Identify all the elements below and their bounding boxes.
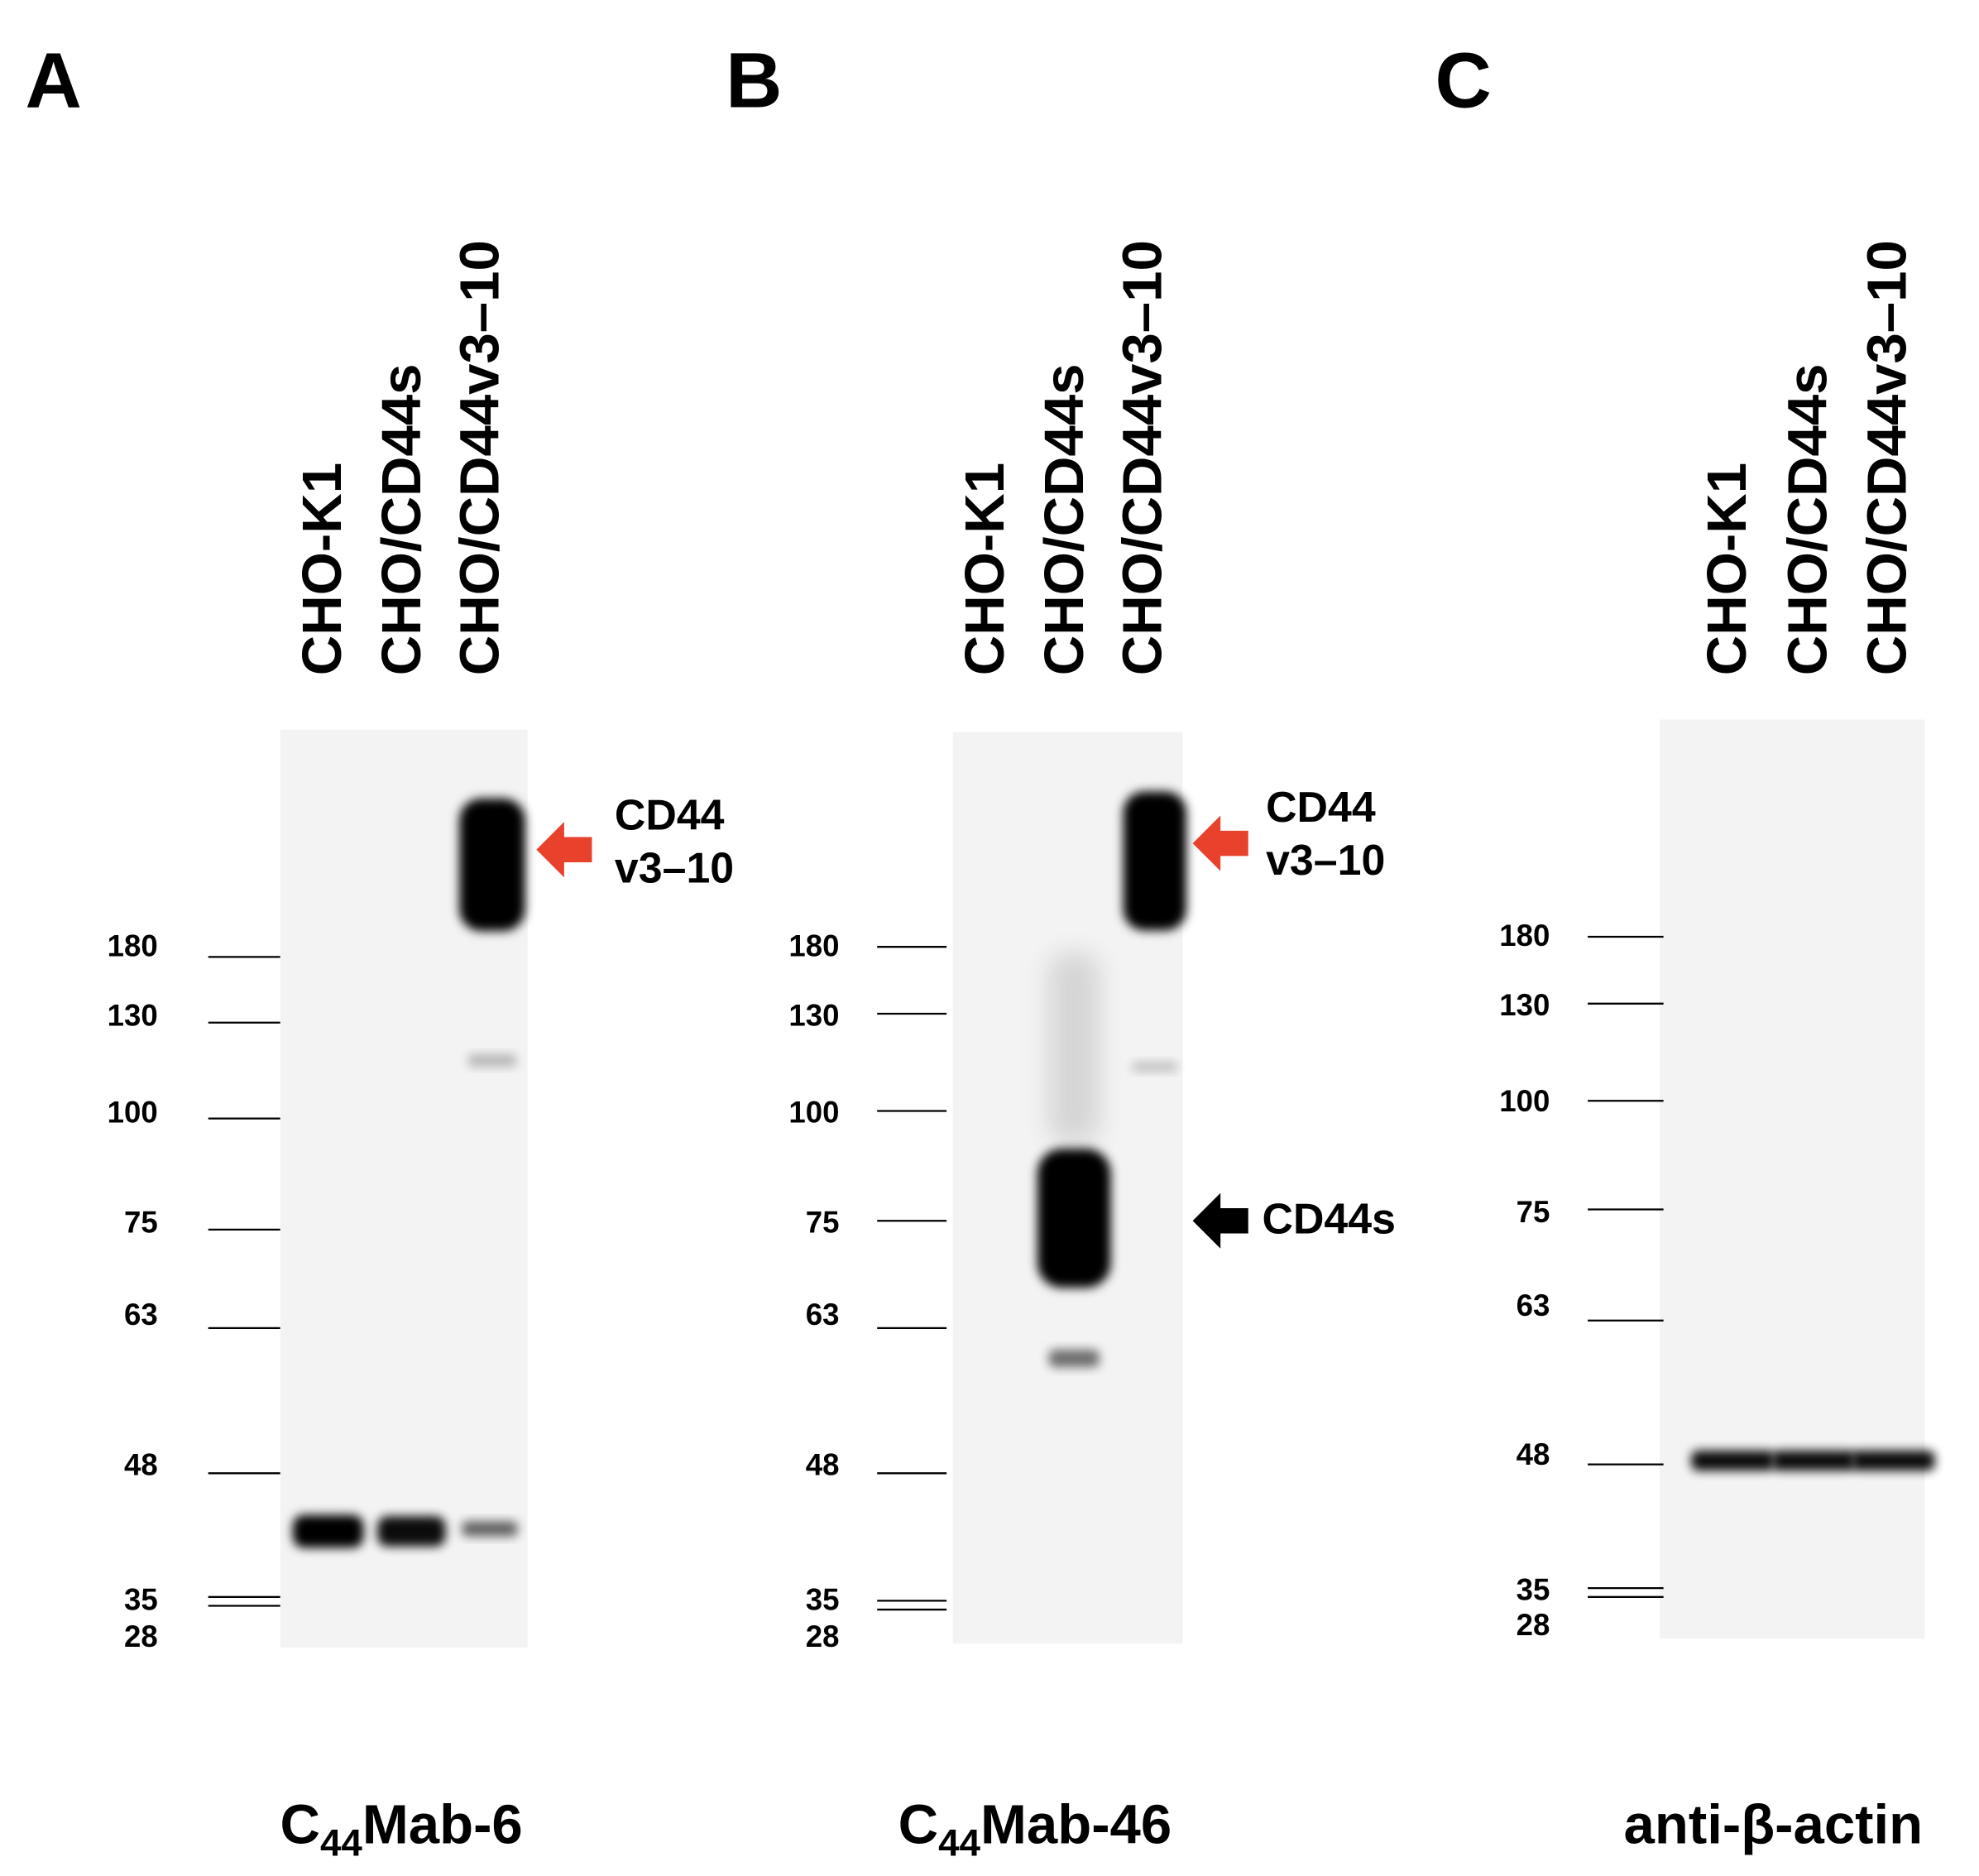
blot-membrane: [1660, 719, 1925, 1639]
panel-label: A: [26, 37, 82, 125]
antibody-caption: C44Mab-46: [898, 1793, 1172, 1864]
marker-label: 75: [124, 1205, 158, 1239]
marker-label: 180: [1499, 919, 1550, 952]
band: [1771, 1450, 1856, 1471]
band: [1851, 1450, 1935, 1471]
lane-label: CHO/CD44v3–10: [449, 240, 511, 675]
marker-label: 100: [788, 1096, 839, 1130]
annotation: v3–10: [1266, 836, 1385, 884]
panel-label: B: [726, 37, 782, 125]
lane-label: CHO-K1: [954, 463, 1016, 675]
caption-text: anti-β-actin: [1624, 1793, 1924, 1855]
marker-label: 48: [124, 1447, 158, 1481]
band: [1048, 952, 1100, 1143]
band: [292, 1514, 364, 1548]
marker-label: 35: [806, 1583, 840, 1617]
lane-label: CHO/CD44s: [1033, 364, 1095, 676]
marker-label: 75: [806, 1205, 840, 1239]
band: [462, 1521, 518, 1537]
marker-label: 130: [108, 998, 158, 1032]
band: [1037, 1149, 1111, 1288]
caption-subscript: 44: [938, 1822, 980, 1864]
annotation: CD44: [1266, 783, 1376, 831]
arrow: [536, 822, 592, 878]
caption-suffix: Mab-6: [362, 1793, 523, 1855]
panel: B CHO-K1 CHO/CD44s CHO/CD44v3–10 180 130 100 75…: [726, 37, 1396, 1864]
lane-label: CHO-K1: [1696, 463, 1758, 675]
marker-label: 63: [806, 1298, 840, 1331]
annotation: v3–10: [615, 843, 734, 891]
caption-prefix: C: [898, 1793, 938, 1855]
panel: C CHO-K1 CHO/CD44s CHO/CD44v3–10 180 130 100 75…: [1435, 37, 1935, 1855]
band: [1123, 791, 1186, 931]
panel-label: C: [1435, 37, 1492, 125]
marker-label: 180: [788, 928, 839, 962]
antibody-caption: anti-β-actin: [1624, 1793, 1924, 1855]
band: [1048, 1349, 1100, 1368]
annotation: CD44: [615, 790, 725, 838]
annotation: CD44s: [1263, 1194, 1396, 1242]
marker-label: 130: [1499, 988, 1550, 1022]
marker-label: 28: [806, 1619, 840, 1653]
marker-label: 28: [1517, 1608, 1550, 1642]
arrow: [1192, 815, 1248, 871]
marker-label: 63: [124, 1298, 158, 1331]
caption-suffix: Mab-46: [980, 1793, 1172, 1855]
band: [1691, 1450, 1775, 1471]
marker-label: 75: [1517, 1195, 1550, 1229]
marker-label: 100: [1499, 1084, 1550, 1118]
marker-label: 130: [788, 998, 839, 1032]
marker-label: 180: [108, 928, 158, 962]
lane-label: CHO/CD44v3–10: [1111, 240, 1173, 675]
arrow: [1192, 1192, 1248, 1249]
band: [459, 798, 525, 932]
lane-label: CHO/CD44s: [371, 364, 433, 676]
marker-label: 63: [1517, 1288, 1550, 1322]
antibody-caption: C44Mab-6: [280, 1793, 522, 1864]
lane-label: CHO/CD44s: [1776, 364, 1838, 676]
band: [377, 1516, 446, 1547]
marker-label: 35: [1517, 1572, 1550, 1606]
lane-label: CHO/CD44v3–10: [1857, 240, 1919, 675]
lane-label: CHO-K1: [291, 463, 353, 675]
marker-label: 48: [1517, 1437, 1550, 1471]
panel: A CHO-K1 CHO/CD44s CHO/CD44v3–10 180 130 100 75…: [26, 37, 735, 1864]
caption-subscript: 44: [320, 1822, 362, 1864]
band: [467, 1053, 516, 1068]
marker-label: 35: [124, 1583, 158, 1617]
marker-label: 48: [806, 1447, 840, 1481]
marker-label: 100: [108, 1096, 158, 1130]
band: [1132, 1062, 1178, 1072]
marker-label: 28: [124, 1619, 158, 1653]
caption-prefix: C: [280, 1793, 319, 1855]
